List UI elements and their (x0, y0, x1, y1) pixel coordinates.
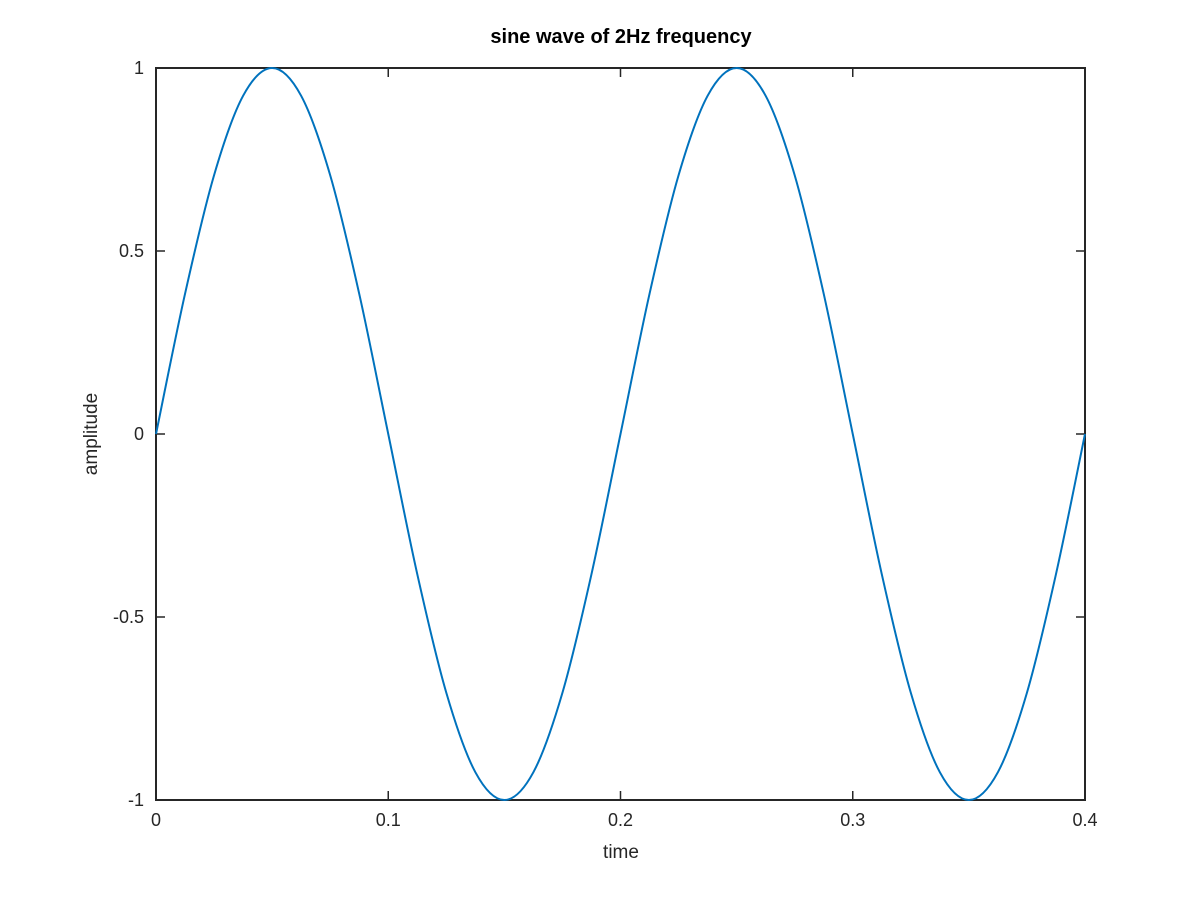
y-axis-label: amplitude (81, 393, 102, 475)
x-axis-label: time (603, 842, 639, 863)
y-tick-label: 1 (134, 58, 144, 78)
x-tick-label: 0.2 (608, 810, 633, 830)
y-tick-label: 0 (134, 424, 144, 444)
x-tick-label: 0.1 (376, 810, 401, 830)
x-tick-label: 0 (151, 810, 161, 830)
x-tick-label: 0.3 (840, 810, 865, 830)
sine-series-line (155, 67, 1086, 801)
y-tick-label: -0.5 (113, 607, 144, 627)
y-tick-label: -1 (128, 790, 144, 810)
plot-area: 0 0.1 0.2 0.3 0.4 -1 -0.5 0 0.5 1 (113, 58, 1098, 830)
y-tick-label: 0.5 (119, 241, 144, 261)
chart-title: sine wave of 2Hz frequency (490, 26, 752, 48)
x-tick-label: 0.4 (1072, 810, 1097, 830)
